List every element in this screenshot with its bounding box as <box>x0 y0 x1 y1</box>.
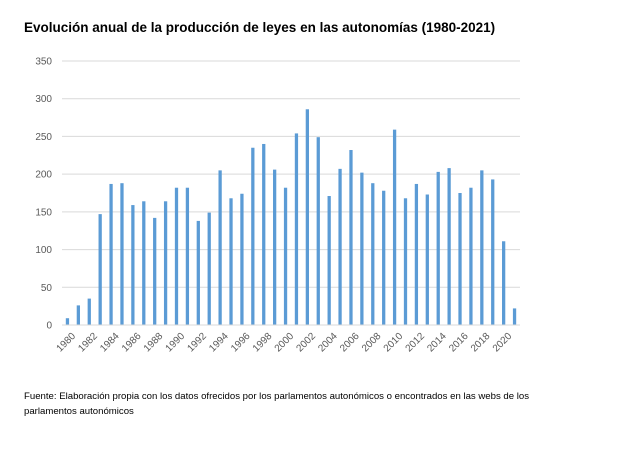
y-tick-label: 250 <box>35 132 52 143</box>
bar-2002 <box>305 109 309 325</box>
bar-1994 <box>218 170 222 325</box>
bar-1989 <box>163 201 168 325</box>
x-tick-label: 2002 <box>294 331 318 355</box>
bar-1995 <box>229 198 233 325</box>
x-tick-label: 1988 <box>142 331 166 355</box>
bar-2021 <box>512 308 517 325</box>
bar-1985 <box>120 183 124 325</box>
x-tick-label: 2014 <box>425 331 449 355</box>
x-tick-label: 1992 <box>185 331 209 355</box>
bar-2007 <box>360 172 364 325</box>
x-tick-label: 2004 <box>316 331 340 355</box>
bar-1998 <box>262 143 266 325</box>
bar-2020 <box>502 241 506 325</box>
bar-2013 <box>425 194 429 325</box>
bar-2015 <box>447 168 451 325</box>
bar-2019 <box>491 179 495 325</box>
x-tick-label: 1998 <box>251 331 275 355</box>
x-tick-label: 2020 <box>491 331 515 355</box>
bar-1991 <box>185 187 190 325</box>
x-axis-ticks: 1980198219841986198819901992199419961998… <box>55 331 515 355</box>
bar-2009 <box>382 190 386 325</box>
bar-1987 <box>142 201 146 325</box>
bar-2008 <box>371 183 375 325</box>
gridlines <box>62 60 520 288</box>
bar-2004 <box>327 196 331 325</box>
x-tick-label: 1994 <box>207 331 231 355</box>
bar-2016 <box>458 193 462 325</box>
bar-1982 <box>87 298 91 325</box>
bar-2011 <box>403 198 408 325</box>
bar-2014 <box>436 171 440 325</box>
x-tick-label: 2010 <box>382 331 406 355</box>
bar-1999 <box>273 169 277 325</box>
bar-1980 <box>65 318 70 325</box>
bar-1983 <box>98 214 102 325</box>
source-note: Fuente: Elaboración propia con los datos… <box>24 391 530 417</box>
x-tick-label: 1982 <box>76 331 100 355</box>
bar-1997 <box>251 147 255 325</box>
bar-1986 <box>131 205 135 325</box>
y-tick-label: 0 <box>46 321 52 332</box>
x-tick-label: 2018 <box>469 331 493 355</box>
bar-1984 <box>109 183 113 325</box>
x-tick-label: 2012 <box>404 331 428 355</box>
bar-2010 <box>392 129 397 325</box>
y-tick-label: 300 <box>35 94 52 105</box>
chart-title: Evolución anual de la producción de leye… <box>24 20 496 35</box>
y-tick-label: 350 <box>35 57 52 68</box>
x-tick-label: 2006 <box>338 331 362 355</box>
x-tick-label: 1996 <box>229 331 253 355</box>
y-tick-label: 200 <box>35 170 52 181</box>
bar-1992 <box>196 220 200 325</box>
bar-2005 <box>338 168 342 325</box>
y-tick-label: 150 <box>35 207 52 218</box>
y-tick-label: 50 <box>41 283 53 294</box>
bar-1990 <box>174 187 179 325</box>
x-tick-label: 1984 <box>98 331 122 355</box>
x-tick-label: 2008 <box>360 331 384 355</box>
y-tick-label: 100 <box>35 245 52 256</box>
bar-2006 <box>349 150 353 325</box>
bar-1996 <box>240 193 244 325</box>
x-tick-label: 2016 <box>447 331 471 355</box>
bar-2001 <box>294 133 299 325</box>
bar-2000 <box>283 187 288 325</box>
bar-2003 <box>316 137 320 325</box>
bar-1988 <box>153 217 157 325</box>
x-tick-label: 1980 <box>55 331 79 355</box>
bars <box>65 109 517 325</box>
x-tick-label: 2000 <box>273 331 297 355</box>
bar-2017 <box>469 187 473 325</box>
x-tick-label: 1986 <box>120 331 144 355</box>
bar-2018 <box>480 170 484 325</box>
bar-2012 <box>414 183 419 325</box>
x-tick-label: 1990 <box>164 331 188 355</box>
bar-1981 <box>76 305 80 325</box>
bar-1993 <box>207 212 211 325</box>
y-axis-ticks: 0 50 100 150 200 250 300 350 <box>35 57 52 332</box>
